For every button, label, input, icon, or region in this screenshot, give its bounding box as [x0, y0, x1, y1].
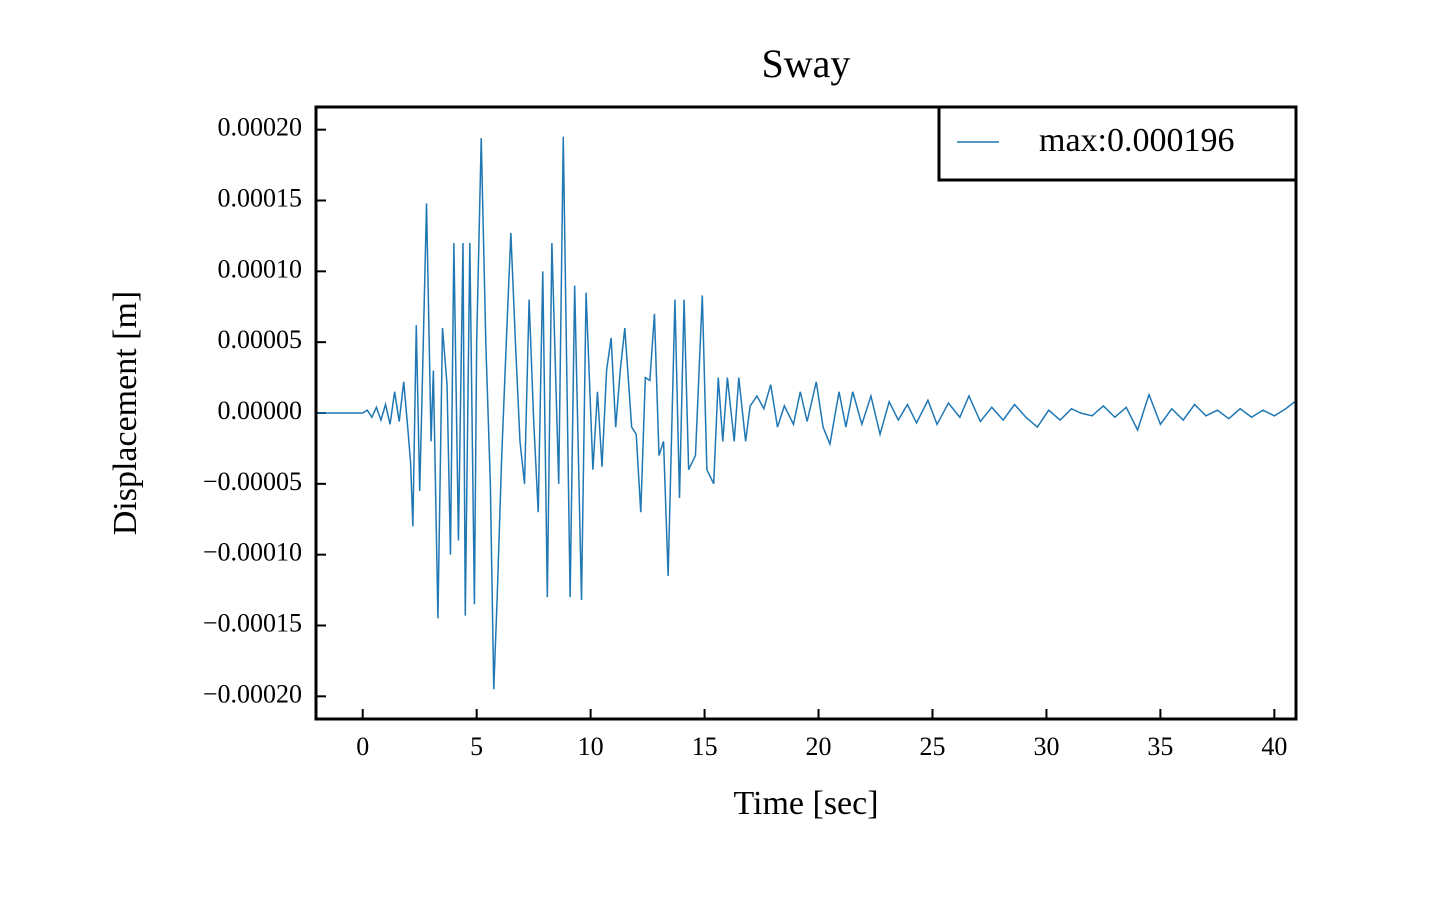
- y-axis-label: Displacement [m]: [107, 291, 144, 536]
- legend-label: max:0.000196: [1039, 122, 1234, 159]
- y-tick-label: 0.00020: [218, 113, 303, 142]
- y-tick-label: −0.00005: [203, 467, 302, 496]
- x-tick-label: 10: [578, 732, 604, 761]
- x-tick-label: 15: [692, 732, 718, 761]
- x-tick-label: 20: [806, 732, 832, 761]
- y-tick-label: −0.00010: [203, 538, 302, 567]
- x-axis-label: Time [sec]: [733, 785, 878, 822]
- x-tick-label: 5: [470, 732, 483, 761]
- y-tick-label: −0.00020: [203, 679, 302, 708]
- x-tick-label: 35: [1147, 732, 1173, 761]
- y-tick-label: 0.00000: [218, 396, 303, 425]
- legend-box: [937, 105, 1298, 182]
- x-tick-label: 0: [356, 732, 369, 761]
- x-tick-label: 40: [1261, 732, 1287, 761]
- plot-frame: [314, 105, 1298, 721]
- y-tick-label: 0.00015: [218, 183, 303, 212]
- chart-title: Sway: [762, 41, 851, 86]
- y-tick-label: −0.00015: [203, 608, 302, 637]
- y-tick-label: 0.00010: [218, 254, 303, 283]
- y-tick-label: 0.00005: [218, 325, 303, 354]
- x-tick-label: 30: [1033, 732, 1059, 761]
- x-tick-label: 25: [919, 732, 945, 761]
- data-line: [317, 136, 1296, 690]
